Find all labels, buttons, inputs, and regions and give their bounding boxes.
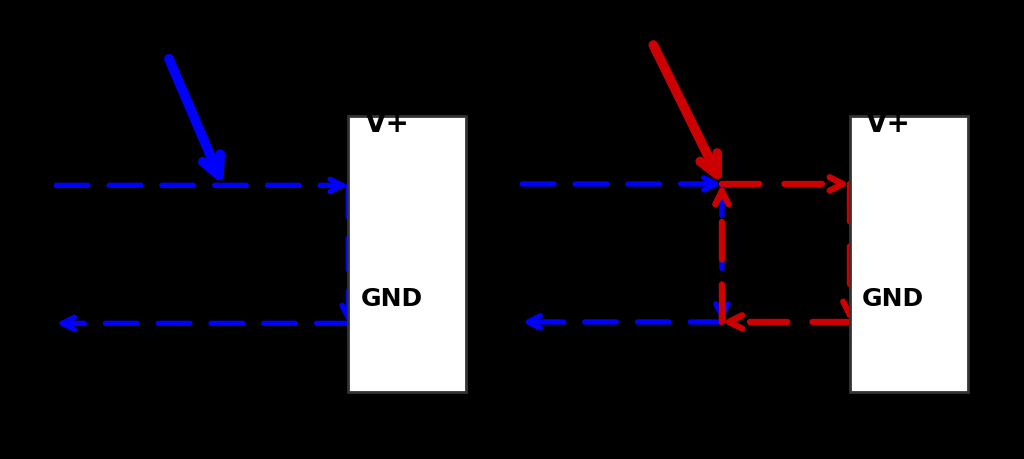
- Text: V+: V+: [866, 110, 911, 138]
- Text: V+: V+: [365, 110, 410, 138]
- Text: GND: GND: [862, 286, 925, 310]
- Text: GND: GND: [360, 286, 423, 310]
- Bar: [850, 117, 968, 392]
- Bar: [348, 117, 466, 392]
